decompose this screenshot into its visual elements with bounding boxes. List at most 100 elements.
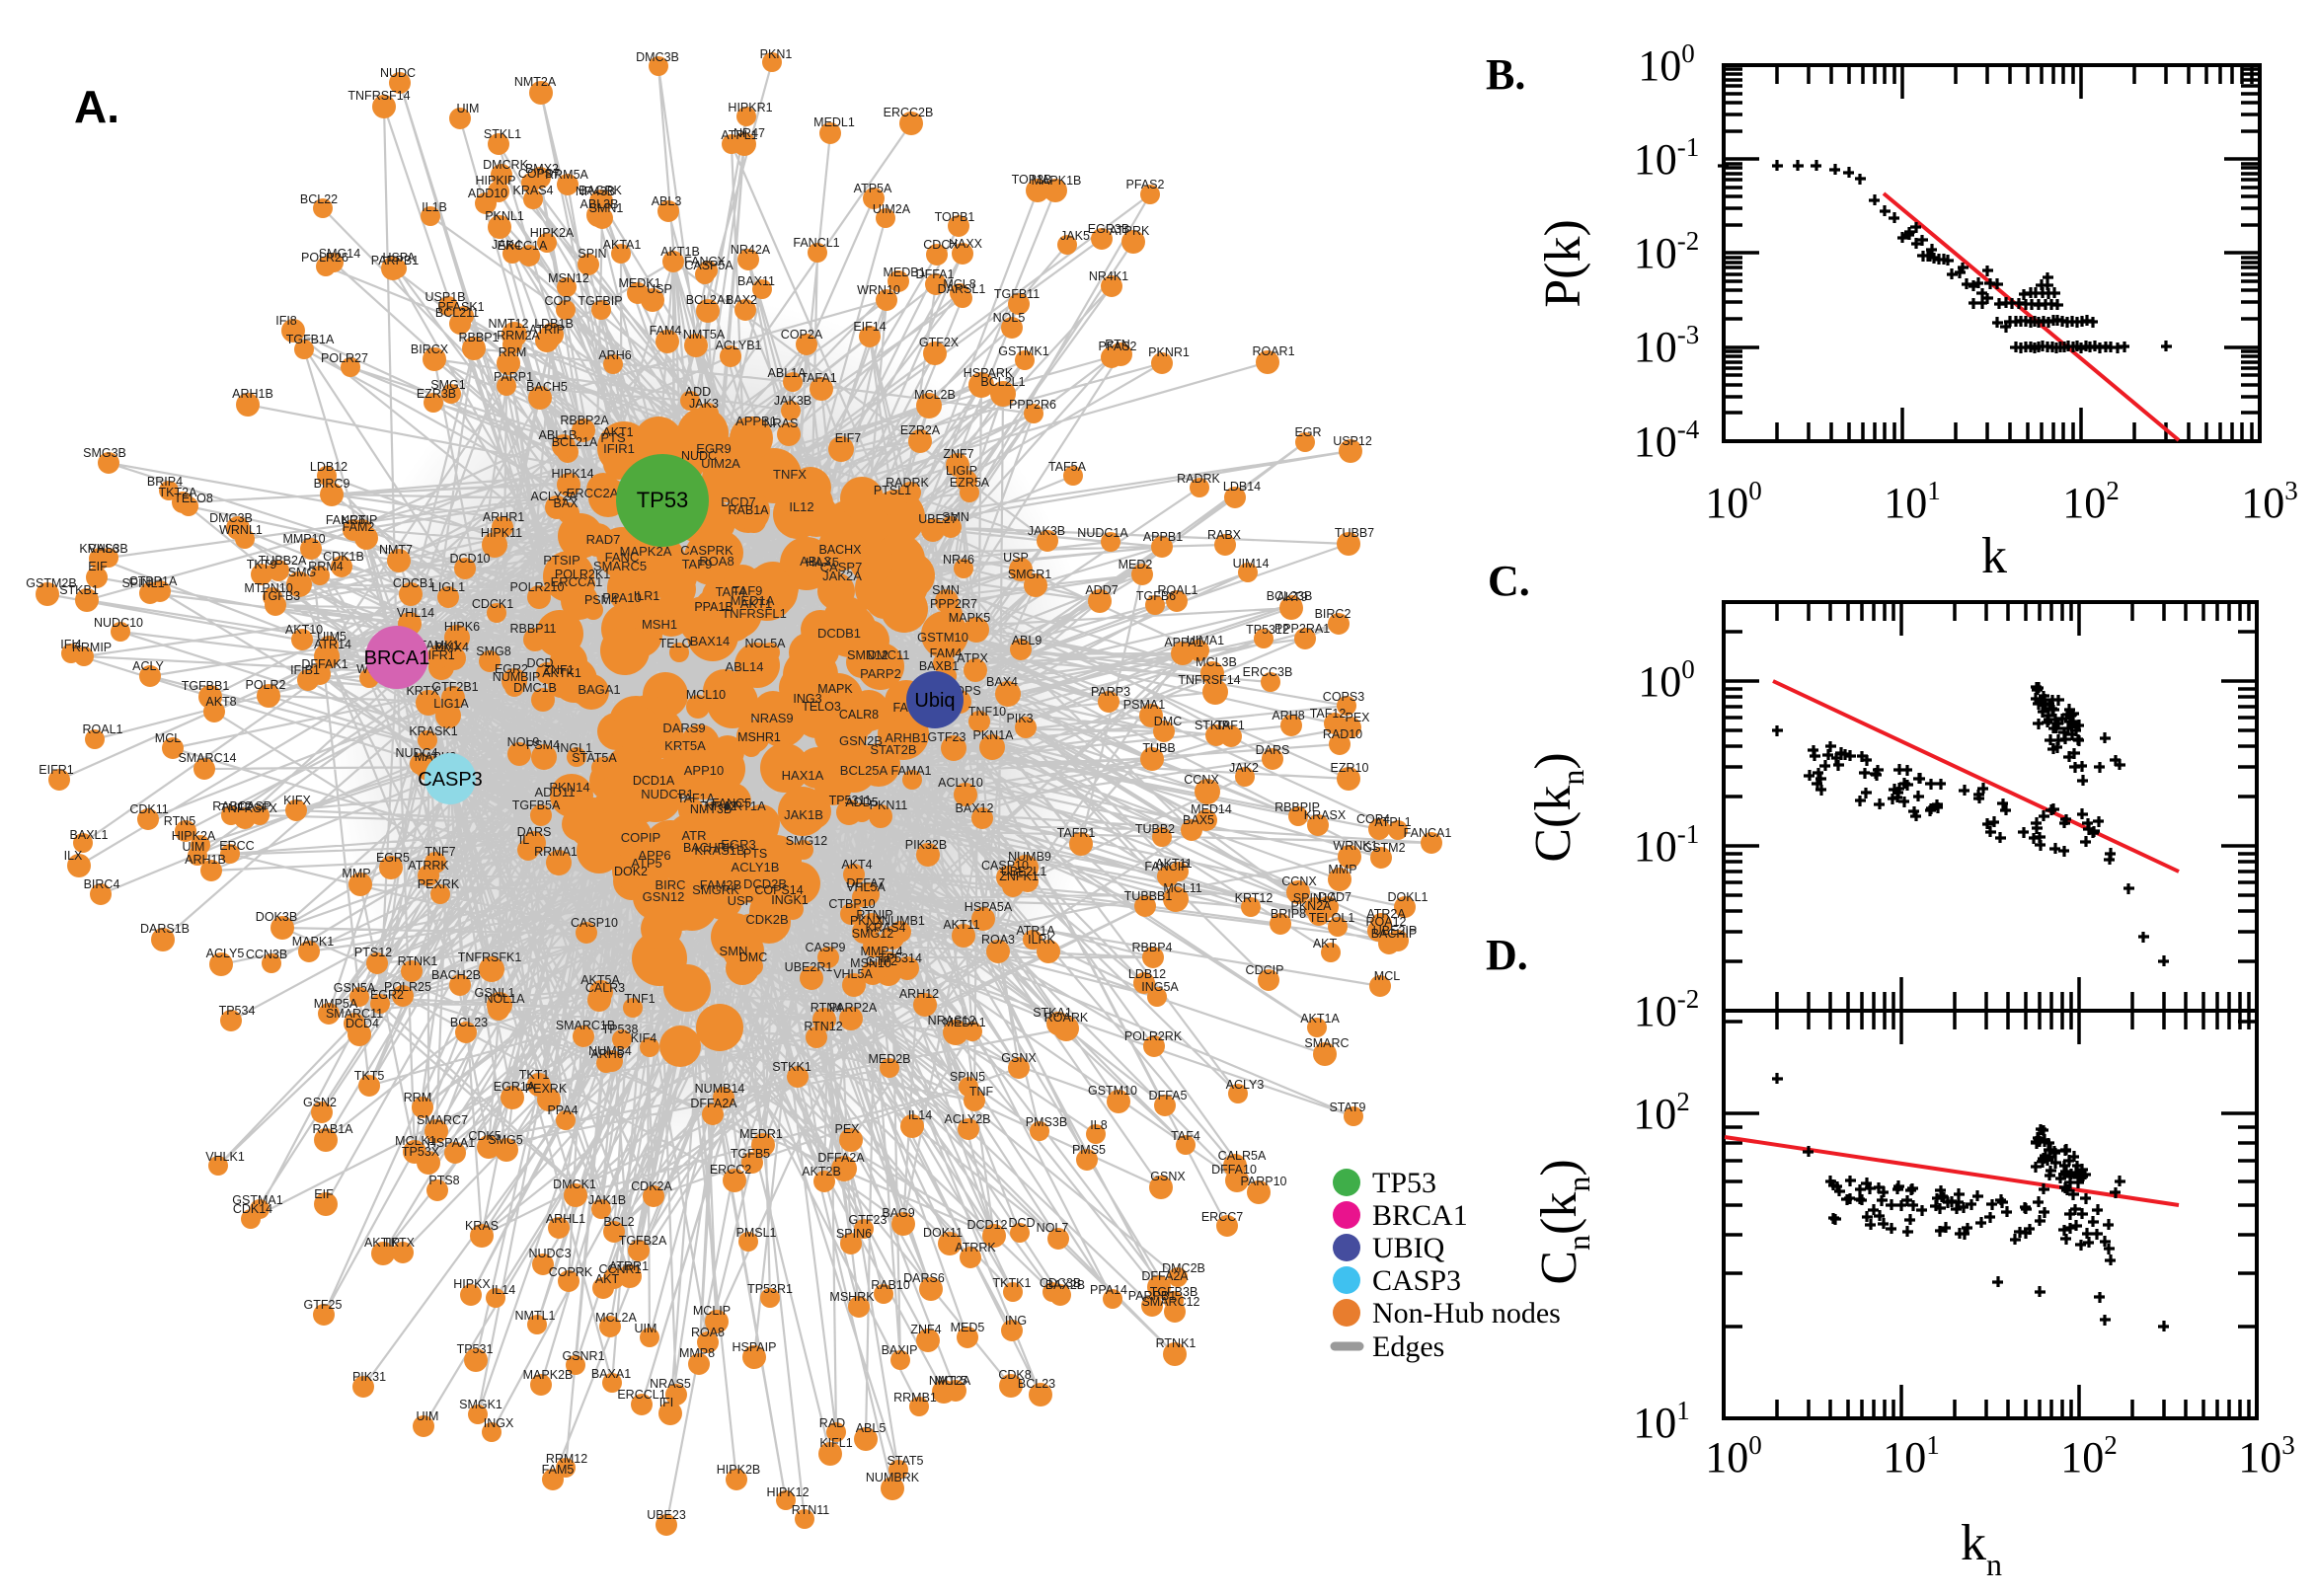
- svg-text:NR4K1: NR4K1: [1089, 269, 1128, 283]
- svg-text:SMG: SMG: [288, 566, 316, 579]
- svg-text:GTF2B1: GTF2B1: [431, 680, 478, 694]
- svg-text:UIM: UIM: [457, 102, 480, 115]
- svg-text:PARP2A: PARP2A: [829, 1001, 878, 1015]
- svg-text:TELO: TELO: [659, 637, 692, 650]
- svg-text:GSTM10: GSTM10: [917, 630, 968, 645]
- svg-text:C.: C.: [1488, 557, 1530, 605]
- svg-text:COPS7: COPS7: [518, 167, 560, 181]
- svg-text:DFFAK1: DFFAK1: [301, 657, 347, 671]
- svg-text:Cn(kn): Cn(kn): [1531, 1159, 1596, 1284]
- svg-text:BACHIP: BACHIP: [1371, 927, 1418, 941]
- svg-text:CASP3: CASP3: [1372, 1264, 1461, 1297]
- svg-text:GSTMK1: GSTMK1: [998, 344, 1048, 358]
- svg-text:RAB12: RAB12: [212, 799, 252, 813]
- svg-text:RAB10: RAB10: [871, 1278, 910, 1292]
- svg-text:MEDR1: MEDR1: [739, 1127, 783, 1141]
- svg-text:FAMA1: FAMA1: [891, 764, 932, 778]
- svg-text:ATR1A: ATR1A: [1016, 924, 1055, 938]
- svg-text:IFI: IFI: [659, 1396, 674, 1409]
- svg-text:TAF4: TAF4: [716, 584, 746, 599]
- svg-text:EZR10: EZR10: [1331, 761, 1369, 775]
- svg-text:HIPKR1: HIPKR1: [728, 101, 772, 114]
- svg-text:AKT1: AKT1: [740, 596, 773, 611]
- svg-text:GTF2X: GTF2X: [919, 336, 960, 349]
- svg-text:RTN12: RTN12: [804, 1020, 842, 1033]
- svg-text:KRAS1B: KRAS1B: [694, 843, 744, 858]
- svg-text:AKT: AKT: [1313, 937, 1338, 950]
- svg-text:BAG9: BAG9: [882, 1206, 914, 1220]
- svg-text:TNF7: TNF7: [425, 845, 455, 859]
- svg-text:CASP7: CASP7: [820, 560, 863, 574]
- svg-text:ARHB1: ARHB1: [885, 730, 927, 745]
- svg-text:TNFRSF14: TNFRSF14: [1178, 673, 1240, 687]
- svg-text:RRM2A: RRM2A: [497, 329, 540, 342]
- svg-text:ROAL1: ROAL1: [83, 722, 123, 736]
- svg-text:CCN3B: CCN3B: [246, 948, 287, 961]
- svg-text:NUDCB1: NUDCB1: [641, 787, 693, 801]
- svg-text:NUDC: NUDC: [380, 66, 416, 80]
- svg-text:ACLY: ACLY: [132, 659, 164, 673]
- svg-text:MSHRK: MSHRK: [829, 1290, 875, 1304]
- svg-text:ABL3: ABL3: [652, 194, 682, 208]
- svg-text:DMCRK: DMCRK: [483, 158, 528, 172]
- svg-text:KRT12: KRT12: [1235, 891, 1274, 905]
- svg-text:TGFB6: TGFB6: [1136, 589, 1176, 603]
- svg-text:IFIB1: IFIB1: [290, 663, 320, 677]
- svg-text:PTS: PTS: [600, 430, 626, 445]
- svg-text:AKT: AKT: [595, 1272, 620, 1286]
- svg-text:HIPKX: HIPKX: [453, 1277, 491, 1291]
- svg-text:GSN2B: GSN2B: [839, 733, 883, 748]
- svg-text:IL14: IL14: [908, 1108, 932, 1122]
- svg-text:SMARC5: SMARC5: [593, 559, 647, 573]
- svg-text:KIFX: KIFX: [283, 794, 311, 807]
- svg-text:BIRC: BIRC: [655, 877, 685, 892]
- svg-text:TGFB5A: TGFB5A: [512, 798, 561, 812]
- svg-text:TAF1: TAF1: [1215, 719, 1245, 732]
- svg-text:MCL11: MCL11: [1163, 881, 1201, 895]
- svg-text:UBE2L1: UBE2L1: [1001, 865, 1047, 878]
- svg-text:HIPK2A: HIPK2A: [172, 829, 216, 843]
- svg-text:BCL23: BCL23: [1018, 1377, 1055, 1391]
- svg-text:TGFBIP: TGFBIP: [578, 294, 622, 308]
- svg-text:PPA1B: PPA1B: [694, 600, 733, 614]
- svg-text:AKT9: AKT9: [1276, 590, 1307, 604]
- svg-text:COPIP: COPIP: [621, 830, 660, 845]
- svg-text:PARP10: PARP10: [1240, 1175, 1286, 1188]
- svg-text:ERCC: ERCC: [219, 839, 254, 853]
- svg-text:MSN12: MSN12: [548, 271, 589, 285]
- svg-text:UIM5: UIM5: [317, 630, 347, 644]
- svg-text:AKT4: AKT4: [841, 858, 872, 872]
- svg-text:HAX5: HAX5: [806, 555, 839, 570]
- svg-text:JAK5: JAK5: [1060, 229, 1090, 243]
- svg-text:RTN5: RTN5: [164, 814, 195, 828]
- svg-text:PPP2R6: PPP2R6: [1009, 398, 1056, 412]
- svg-text:NMT3B: NMT3B: [690, 802, 732, 816]
- svg-text:INGX: INGX: [484, 1416, 514, 1430]
- svg-text:HSPA: HSPA: [382, 251, 416, 265]
- svg-text:RBBPIP: RBBPIP: [1274, 800, 1320, 814]
- svg-text:EGR: EGR: [1294, 425, 1321, 439]
- svg-text:CDK5: CDK5: [468, 1129, 501, 1143]
- svg-text:BIRC2: BIRC2: [1315, 607, 1351, 621]
- svg-text:PARP2: PARP2: [860, 666, 901, 681]
- svg-text:MTPN10: MTPN10: [244, 581, 292, 595]
- svg-text:AKT2B: AKT2B: [802, 1165, 841, 1178]
- svg-text:TNFRSFL1: TNFRSFL1: [722, 606, 787, 621]
- svg-text:DOK11: DOK11: [923, 1226, 963, 1240]
- svg-text:EIF: EIF: [88, 560, 108, 573]
- svg-text:USP: USP: [728, 893, 754, 908]
- svg-text:RRMA1: RRMA1: [534, 845, 578, 859]
- svg-text:NMTL1: NMTL1: [515, 1309, 556, 1323]
- svg-text:FANCIP: FANCIP: [1144, 860, 1189, 874]
- svg-text:EGR2: EGR2: [495, 662, 528, 676]
- svg-text:RADRK: RADRK: [886, 476, 929, 490]
- svg-text:NR42A: NR42A: [731, 243, 771, 257]
- svg-text:PFAS2: PFAS2: [1126, 178, 1165, 191]
- svg-text:MCL3B: MCL3B: [1196, 655, 1237, 669]
- svg-text:RTN4: RTN4: [811, 1001, 842, 1015]
- svg-text:k: k: [1981, 528, 2007, 584]
- svg-text:APPA1: APPA1: [1164, 636, 1202, 649]
- svg-text:PIK32B: PIK32B: [905, 838, 947, 852]
- svg-text:COPS3: COPS3: [1323, 690, 1364, 704]
- svg-text:AKT1: AKT1: [602, 425, 633, 439]
